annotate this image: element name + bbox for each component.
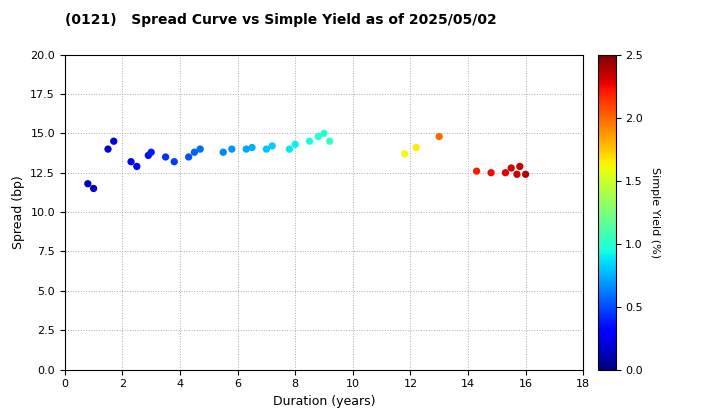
Point: [266, 143, 278, 150]
Point: [143, 152, 154, 159]
Point: [399, 150, 410, 157]
Point: [82, 180, 94, 187]
Point: [145, 149, 157, 155]
Point: [102, 146, 114, 152]
Point: [318, 130, 330, 137]
Point: [410, 144, 422, 151]
Point: [168, 158, 180, 165]
Point: [88, 185, 99, 192]
Point: [500, 169, 511, 176]
Point: [511, 171, 523, 178]
Y-axis label: Spread (bp): Spread (bp): [12, 175, 24, 249]
Point: [189, 149, 200, 155]
Point: [471, 168, 482, 175]
Point: [289, 141, 301, 148]
Point: [125, 158, 137, 165]
Point: [312, 133, 324, 140]
Point: [217, 149, 229, 155]
Point: [246, 144, 258, 151]
Point: [108, 138, 120, 144]
Point: [485, 169, 497, 176]
Point: [131, 163, 143, 170]
Point: [505, 165, 517, 171]
Point: [261, 146, 272, 152]
Point: [194, 146, 206, 152]
Point: [160, 154, 171, 160]
Point: [304, 138, 315, 144]
Point: [433, 133, 445, 140]
Point: [514, 163, 526, 170]
Point: [226, 146, 238, 152]
Text: (0121)   Spread Curve vs Simple Yield as of 2025/05/02: (0121) Spread Curve vs Simple Yield as o…: [65, 13, 497, 26]
X-axis label: Duration (years): Duration (years): [273, 395, 375, 408]
Point: [324, 138, 336, 144]
Point: [284, 146, 295, 152]
Point: [183, 154, 194, 160]
Y-axis label: Simple Yield (%): Simple Yield (%): [649, 167, 660, 257]
Point: [520, 171, 531, 178]
Point: [240, 146, 252, 152]
